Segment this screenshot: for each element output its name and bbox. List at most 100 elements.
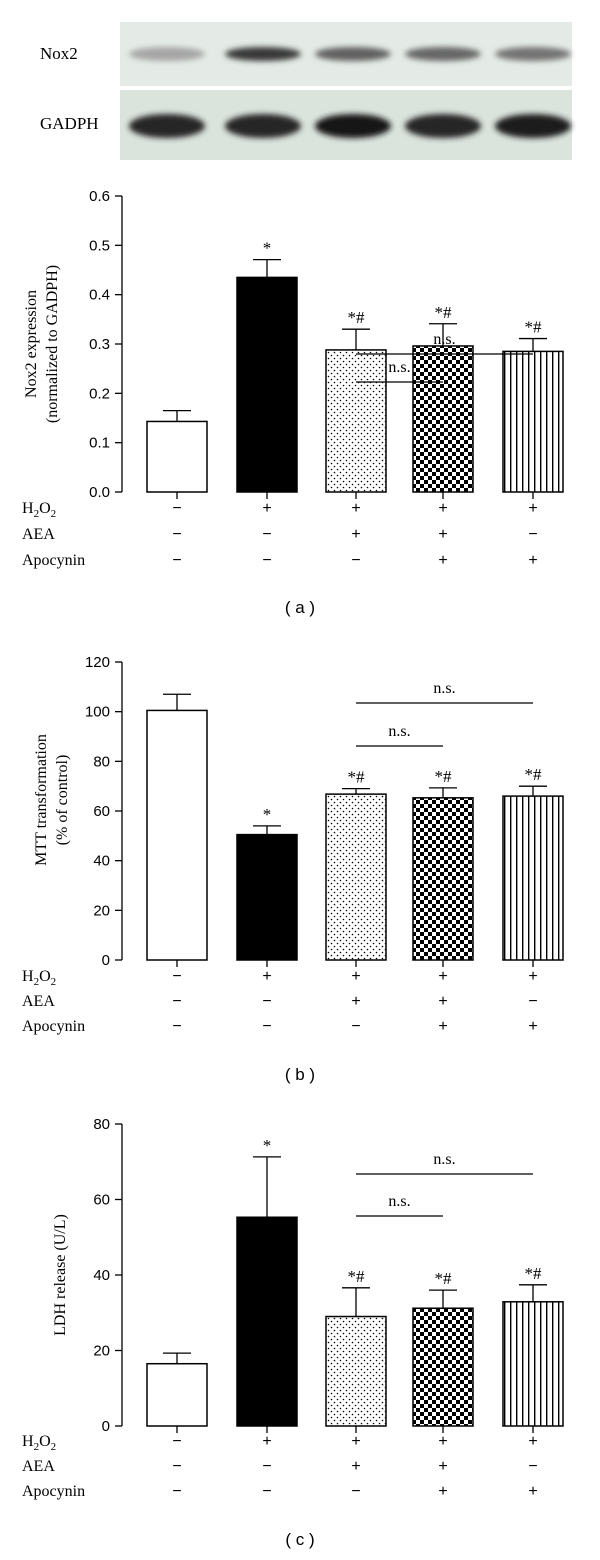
blot-band-gadph-3 [315, 114, 391, 138]
y-tick-label: 0.1 [89, 435, 110, 452]
bar-3 [325, 349, 387, 493]
chart-panel-c: 0 20 40 60 80 LDH release (U/L) * *# *# *# n.s. n.s… [22, 1116, 564, 1549]
condition-row-label-part: O [39, 500, 51, 517]
blot-band-gadph-4 [405, 114, 481, 138]
bar-4 [412, 1307, 474, 1427]
y-tick-label: 0.0 [89, 484, 110, 501]
significance-marker-2: * [263, 239, 272, 258]
bar-3 [325, 793, 387, 961]
y-axis-label-line: MTT transformation [33, 734, 50, 866]
significance-marker-2: * [263, 1136, 272, 1155]
blot-band-nox2-1 [129, 47, 205, 61]
condition-row-label-part: H [22, 1433, 34, 1450]
condition-cell: − [172, 993, 181, 1010]
y-tick-label: 40 [93, 1267, 110, 1284]
chart-panel-b: 0 20 40 60 80 100 120 MTT transformation (% of c… [22, 654, 564, 1084]
condition-cell: − [528, 993, 537, 1010]
condition-row-label-part: 2 [34, 976, 40, 988]
significance-marker-5: *# [525, 318, 543, 337]
condition-cell: + [528, 1018, 537, 1035]
bar-1 [146, 1362, 208, 1427]
condition-cell: − [351, 1018, 360, 1035]
condition-cell: − [262, 1483, 271, 1500]
condition-cell: + [351, 526, 360, 543]
condition-cell: + [528, 1433, 537, 1450]
y-tick-label: 0.4 [89, 287, 110, 304]
y-tick-label: 0.2 [89, 385, 110, 402]
condition-cell: − [262, 1458, 271, 1475]
condition-cell: − [262, 526, 271, 543]
y-tick-label: 0.5 [89, 237, 110, 254]
condition-row-label-part: H [22, 968, 34, 985]
condition-cell: + [528, 1483, 537, 1500]
blot-band-gadph-5 [495, 114, 571, 138]
condition-cell: + [438, 1458, 447, 1475]
panel-caption: ( c ) [285, 1530, 314, 1549]
condition-cell: − [262, 993, 271, 1010]
condition-row-label: H2O2 [22, 968, 56, 988]
ns-bracket-label-1: n.s. [388, 1193, 410, 1210]
y-axis-label: Nox2 expression (normalized to GADPH) [23, 265, 61, 423]
condition-cell: − [528, 1458, 537, 1475]
bar-1 [146, 420, 208, 493]
condition-cell: + [438, 968, 447, 985]
y-tick-label: 20 [93, 902, 110, 919]
condition-cell: − [351, 1483, 360, 1500]
ns-bracket-label-1: n.s. [388, 359, 410, 376]
blot-band-nox2-4 [405, 47, 481, 61]
ns-bracket-label-2: n.s. [433, 1151, 455, 1168]
bar-5 [502, 1301, 564, 1427]
condition-cell: + [438, 1018, 447, 1035]
y-axis-label: MTT transformation (% of control) [33, 734, 71, 866]
significance-marker-3: *# [348, 1267, 366, 1286]
significance-marker-3: *# [348, 768, 366, 787]
condition-row-label: AEA [22, 993, 55, 1010]
condition-cell: − [172, 526, 181, 543]
condition-cell: − [172, 968, 181, 985]
y-tick-label: 120 [85, 654, 110, 671]
condition-cell: + [351, 993, 360, 1010]
condition-row-label-part: H [22, 500, 34, 517]
significance-marker-4: *# [435, 767, 453, 786]
panel-caption: ( b ) [285, 1065, 315, 1084]
condition-cell: − [528, 526, 537, 543]
condition-cell: + [351, 1458, 360, 1475]
y-tick-label: 0.6 [89, 188, 110, 205]
significance-marker-3: *# [348, 308, 366, 327]
condition-cell: − [262, 552, 271, 569]
blot-label-gadph: GADPH [40, 114, 99, 133]
condition-cell: + [262, 968, 271, 985]
bar-4 [412, 797, 474, 961]
significance-marker-4: *# [435, 303, 453, 322]
blot-label-nox2: Nox2 [40, 44, 78, 63]
bar-2 [236, 833, 298, 961]
condition-row-label: Apocynin [22, 552, 85, 569]
blot-band-nox2-2 [225, 47, 301, 61]
condition-cell: − [172, 1433, 181, 1450]
y-axis-label: LDH release (U/L) [52, 1214, 69, 1336]
y-tick-label: 0.3 [89, 336, 110, 353]
y-tick-label: 0 [102, 1418, 110, 1435]
significance-marker-5: *# [525, 1264, 543, 1283]
bar-5 [502, 795, 564, 961]
condition-cell: + [438, 552, 447, 569]
y-tick-label: 40 [93, 853, 110, 870]
condition-cell: − [172, 1483, 181, 1500]
condition-cell: + [351, 968, 360, 985]
blot-band-nox2-5 [495, 47, 571, 61]
ns-bracket-label-2: n.s. [433, 331, 455, 348]
bar-2 [236, 1216, 298, 1427]
y-tick-label: 20 [93, 1343, 110, 1360]
y-axis-label-line: Nox2 expression [23, 290, 40, 398]
condition-cell: + [262, 1433, 271, 1450]
bar-4 [412, 345, 474, 493]
western-blot [120, 22, 572, 160]
condition-row-label: H2O2 [22, 1433, 56, 1453]
chart-panel-a: 0.0 0.1 0.2 0.3 0.4 0.5 0.6 Nox2 expression (nor… [22, 188, 564, 617]
ns-bracket-label-1: n.s. [388, 723, 410, 740]
condition-row-label-part: 2 [34, 1441, 40, 1453]
condition-cell: + [438, 526, 447, 543]
condition-cell: + [438, 500, 447, 517]
condition-cell: + [438, 1433, 447, 1450]
